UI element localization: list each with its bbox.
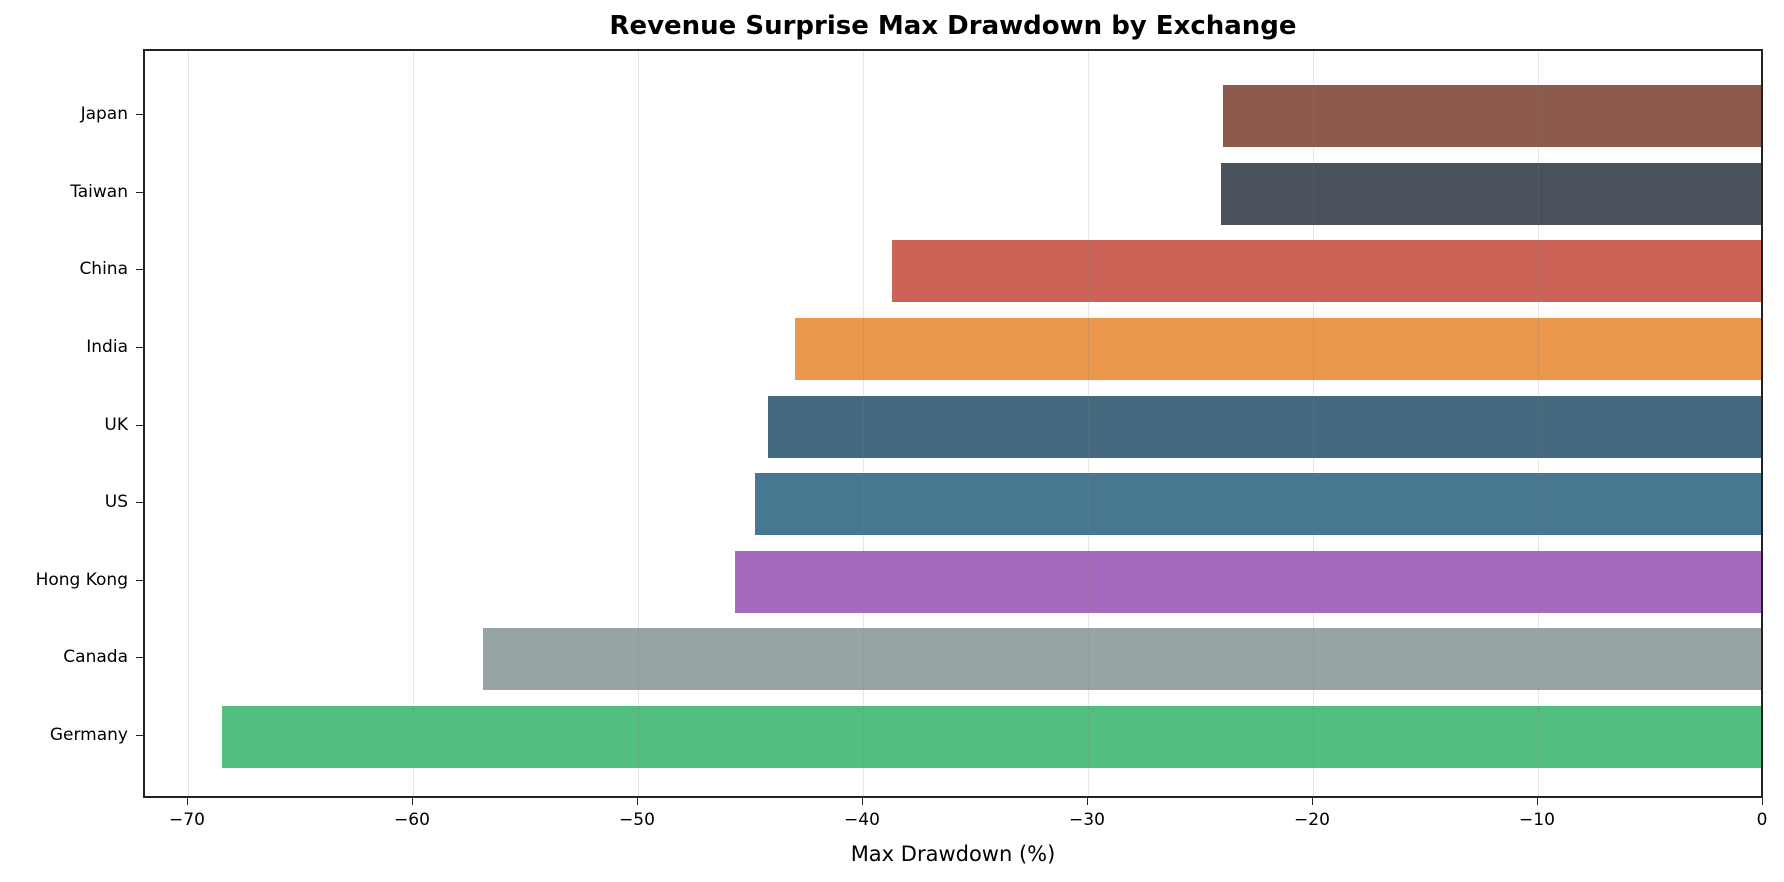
y-tick-label: Germany bbox=[49, 725, 128, 745]
grid-line bbox=[1088, 51, 1089, 796]
x-tick-label: −60 bbox=[394, 810, 430, 830]
x-tick bbox=[1537, 798, 1538, 805]
bar-india bbox=[795, 317, 1761, 380]
x-tick-label: −10 bbox=[1519, 810, 1555, 830]
y-tick bbox=[136, 114, 143, 115]
x-tick bbox=[187, 798, 188, 805]
x-tick bbox=[1762, 798, 1763, 805]
x-tick-label: −20 bbox=[1294, 810, 1330, 830]
y-tick-label: US bbox=[104, 492, 128, 513]
x-tick-label: −30 bbox=[1069, 810, 1105, 830]
grid-line bbox=[1538, 51, 1539, 796]
grid-line bbox=[1313, 51, 1314, 796]
x-tick-label: −50 bbox=[619, 810, 655, 830]
y-tick bbox=[136, 657, 143, 659]
grid-line bbox=[863, 51, 864, 796]
y-tick-label: Hong Kong bbox=[35, 569, 128, 590]
x-tick bbox=[862, 798, 863, 805]
plot-canvas bbox=[145, 51, 1761, 796]
bar-canada bbox=[482, 628, 1761, 691]
x-axis-label: Max Drawdown (%) bbox=[850, 842, 1056, 866]
bar-germany bbox=[221, 706, 1761, 768]
y-tick bbox=[136, 735, 143, 736]
x-tick bbox=[637, 798, 638, 805]
y-tick-label: China bbox=[79, 259, 128, 280]
y-tick-label: Japan bbox=[80, 104, 128, 124]
x-tick bbox=[1312, 798, 1313, 805]
bar-china bbox=[892, 240, 1761, 303]
grid-line bbox=[188, 51, 189, 796]
bar-japan bbox=[1222, 85, 1761, 147]
x-tick-label: 0 bbox=[1756, 810, 1768, 830]
y-tick bbox=[136, 579, 143, 581]
y-tick-label: Taiwan bbox=[70, 181, 128, 202]
plot-area bbox=[143, 49, 1763, 798]
y-tick-label: Canada bbox=[63, 647, 128, 668]
bar-taiwan bbox=[1220, 162, 1761, 225]
bar-uk bbox=[768, 395, 1761, 458]
x-tick bbox=[1087, 798, 1088, 805]
bar-hong-kong bbox=[734, 550, 1761, 613]
grid-line bbox=[638, 51, 639, 796]
x-tick-label: −70 bbox=[169, 810, 205, 830]
x-tick bbox=[412, 798, 413, 805]
y-tick bbox=[136, 191, 143, 193]
y-tick bbox=[136, 424, 143, 426]
y-tick bbox=[136, 269, 143, 271]
x-tick-label: −40 bbox=[844, 810, 880, 830]
y-tick bbox=[136, 346, 143, 348]
bar-us bbox=[754, 473, 1761, 536]
y-tick bbox=[136, 502, 143, 504]
y-tick-label: UK bbox=[104, 414, 128, 435]
chart-title: Revenue Surprise Max Drawdown by Exchang… bbox=[609, 11, 1297, 41]
y-tick-label: India bbox=[86, 336, 128, 357]
grid-line bbox=[413, 51, 414, 796]
